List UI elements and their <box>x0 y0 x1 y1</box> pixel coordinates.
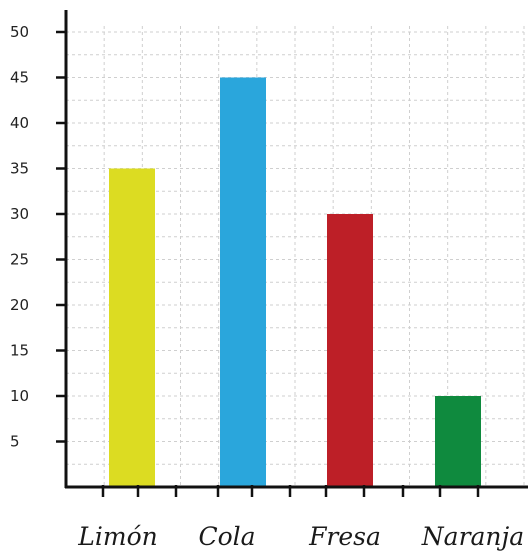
x-category-label: Cola <box>198 522 255 551</box>
y-axis-ticks: 5 10 15 20 25 30 35 40 45 50 <box>10 23 66 451</box>
bar-naranja <box>435 396 481 487</box>
y-tick-label: 20 <box>10 296 29 314</box>
chart-axes <box>64 10 528 489</box>
y-tick-label: 25 <box>10 251 29 269</box>
bar-limn <box>109 168 155 487</box>
x-category-label: Limón <box>77 522 157 551</box>
bar-cola <box>220 77 266 487</box>
y-tick-label: 50 <box>10 23 29 41</box>
chart-bars <box>109 77 481 487</box>
y-tick-label: 10 <box>10 387 29 405</box>
y-tick-label: 5 <box>10 433 20 451</box>
x-category-label: Naranja <box>421 522 524 551</box>
y-tick-label: 35 <box>10 160 29 178</box>
y-tick-label: 15 <box>10 342 29 360</box>
y-tick-label: 30 <box>10 205 29 223</box>
x-category-label: Fresa <box>308 522 381 551</box>
y-tick-label: 40 <box>10 114 29 132</box>
x-axis-ticks: Limón Cola Fresa Naranja <box>77 485 524 551</box>
bar-fresa <box>327 214 373 487</box>
y-tick-label: 45 <box>10 69 29 87</box>
